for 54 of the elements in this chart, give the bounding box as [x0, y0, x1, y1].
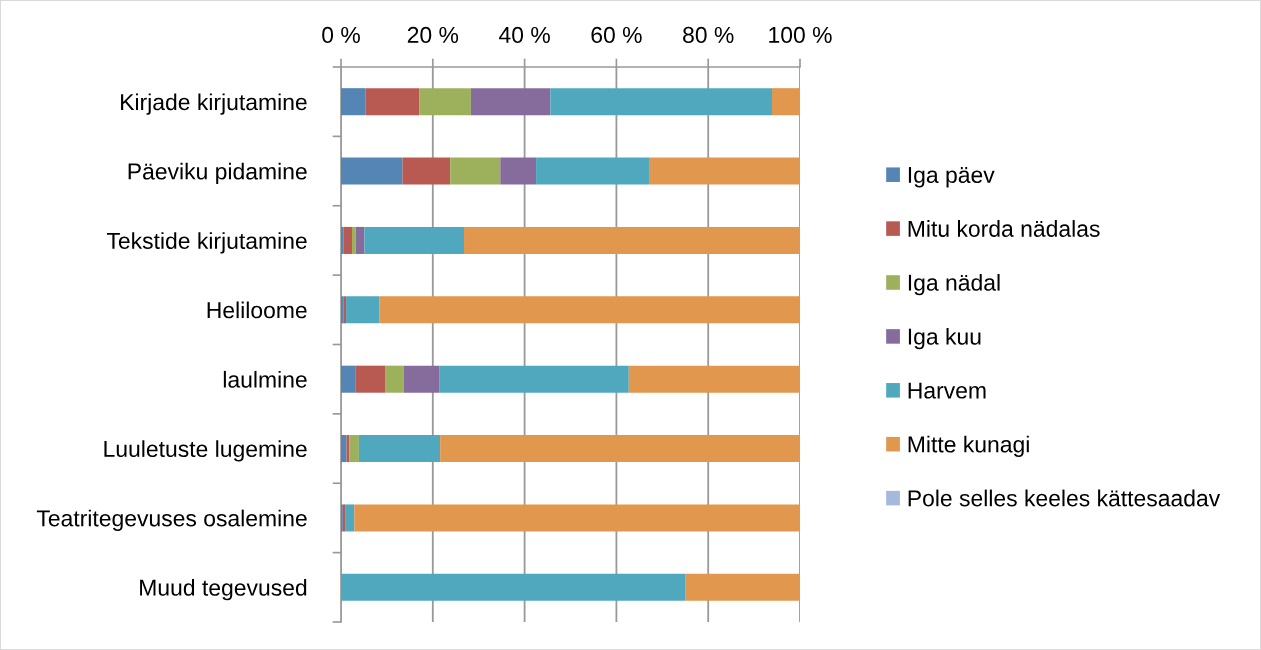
- bar: [648, 157, 800, 185]
- x-tick-label: 20 %: [407, 26, 459, 44]
- y-tick-label: Luuletuste lugemine: [104, 440, 307, 462]
- bar: [355, 365, 386, 393]
- x-tick-label: 40 %: [499, 26, 550, 44]
- legend-label: Mitu korda nädalas: [908, 220, 1100, 237]
- bar: [536, 157, 649, 185]
- legend-label: Mitte kunagi: [908, 435, 1029, 458]
- bar: [358, 435, 441, 463]
- bar: [550, 88, 772, 116]
- x-tick-label: 80 %: [683, 26, 734, 44]
- bar: [352, 226, 356, 254]
- bar: [379, 296, 800, 324]
- y-tick-label: Muud tegevused: [140, 579, 307, 601]
- bar: [500, 157, 537, 185]
- x-tick-label: 60 %: [591, 26, 642, 44]
- bar: [403, 365, 440, 393]
- bar: [628, 365, 800, 393]
- bar: [419, 88, 471, 116]
- bar: [385, 365, 404, 393]
- y-tick-label: Tekstide kirjutamine: [106, 232, 307, 254]
- legend-label: Pole selles keeles kättesaadav: [908, 489, 1221, 507]
- y-tick-label: Teatritegevuses osalemine: [36, 509, 307, 531]
- legend-label: Iga päev: [908, 167, 995, 188]
- bar: [685, 573, 800, 601]
- bar: [341, 365, 356, 393]
- bar: [470, 88, 551, 116]
- bar: [343, 226, 353, 254]
- y-tick-label: Päeviku pidamine: [128, 162, 307, 185]
- bar: [772, 88, 800, 116]
- x-tick-label: 0 %: [322, 26, 360, 44]
- y-tick-label: Heliloome: [207, 301, 307, 319]
- y-tick-label: laulmine: [223, 370, 307, 388]
- bar: [402, 157, 451, 185]
- bar: [341, 435, 347, 463]
- bar: [365, 88, 420, 116]
- bar: [450, 157, 501, 185]
- legend-label: Harvem: [908, 382, 986, 399]
- bar: [355, 226, 365, 254]
- bar: [354, 504, 800, 532]
- legend-label: Iga kuu: [908, 327, 981, 350]
- bar: [346, 296, 380, 324]
- bar: [341, 157, 403, 185]
- legend-label: Iga nädal: [908, 273, 1000, 296]
- bar: [349, 435, 359, 463]
- bar: [439, 365, 629, 393]
- bar: [364, 226, 465, 254]
- y-tick-label: Kirjade kirjutamine: [121, 93, 307, 115]
- x-tick-label: 100 %: [769, 26, 832, 44]
- bar: [345, 504, 355, 532]
- bar: [440, 435, 800, 463]
- bar: [341, 573, 686, 601]
- bar: [341, 88, 366, 116]
- bar: [464, 226, 800, 254]
